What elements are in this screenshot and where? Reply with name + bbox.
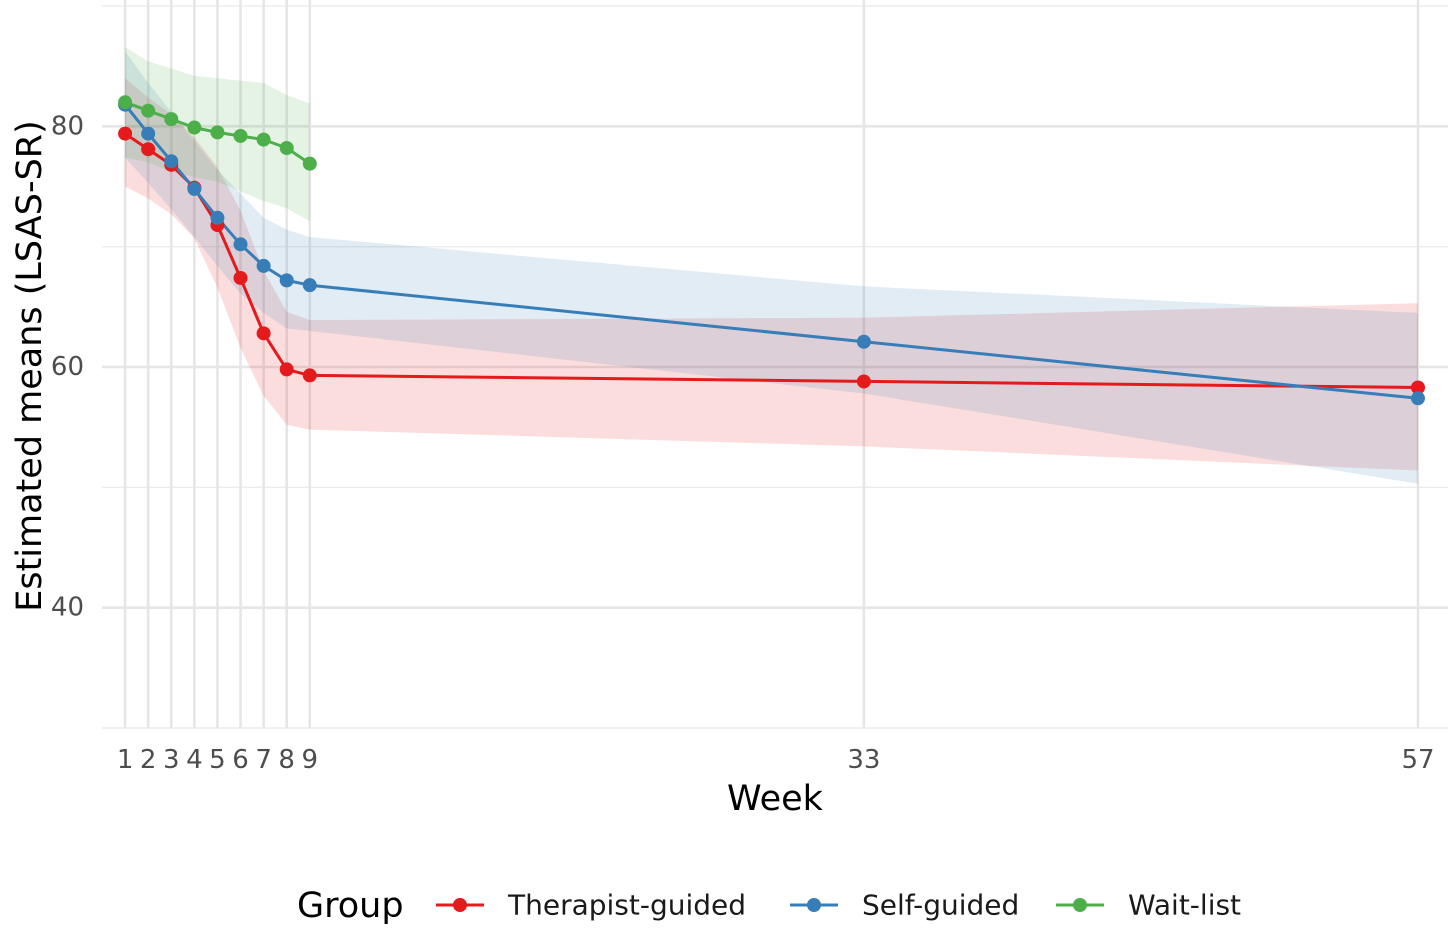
data-point [187, 120, 202, 135]
data-point [141, 126, 156, 141]
data-point [118, 95, 133, 110]
data-point [233, 270, 248, 285]
data-point [233, 128, 248, 143]
data-point [256, 132, 271, 147]
legend-key-point [1073, 898, 1087, 912]
data-point [302, 278, 317, 293]
x-tick-label: 5 [209, 745, 226, 775]
y-tick-label: 40 [51, 593, 84, 623]
x-tick-label: 33 [847, 745, 880, 775]
data-point [141, 103, 156, 118]
confidence-bands [125, 46, 1419, 484]
data-point [141, 142, 156, 157]
data-point [856, 374, 871, 389]
data-point [856, 334, 871, 349]
legend-label: Self-guided [862, 889, 1019, 922]
legend-label: Therapist-guided [507, 889, 746, 922]
x-axis-title: Week [727, 779, 824, 819]
y-tick-label: 60 [51, 352, 84, 382]
y-axis-title: Estimated means (LSAS-SR) [10, 120, 50, 612]
data-point [164, 154, 179, 169]
data-point [210, 210, 225, 225]
legend-key-point [453, 898, 467, 912]
data-point [302, 368, 317, 383]
confidence-band [125, 78, 1419, 471]
data-point [279, 273, 294, 288]
x-tick-label: 2 [140, 745, 157, 775]
data-point [164, 112, 179, 127]
legend-title: Group [297, 886, 404, 926]
data-point [118, 126, 133, 141]
x-tick-label: 4 [186, 745, 203, 775]
data-point [233, 237, 248, 252]
series-points [118, 95, 1425, 406]
data-point [279, 141, 294, 156]
data-point [210, 125, 225, 140]
x-tick-label: 8 [278, 745, 295, 775]
x-tick-label: 6 [232, 745, 249, 775]
y-tick-label: 80 [51, 111, 84, 141]
legend-key-point [807, 898, 821, 912]
x-tick-label: 57 [1401, 745, 1434, 775]
data-point [256, 326, 271, 341]
x-tick-label: 3 [163, 745, 180, 775]
x-tick-label: 1 [117, 745, 134, 775]
data-point [279, 362, 294, 377]
data-point [1410, 391, 1425, 406]
x-tick-labels: 1 2 3 4 5 6 7 8 9 33 57 [117, 745, 1435, 775]
data-point [187, 181, 202, 196]
legend-label: Wait-list [1128, 889, 1241, 922]
x-tick-label: 9 [302, 745, 319, 775]
legend: Group Therapist-guided Self-guided Wait-li… [297, 886, 1241, 926]
data-point [1410, 380, 1425, 395]
x-tick-label: 7 [255, 745, 272, 775]
y-tick-labels: 40 60 80 [51, 111, 84, 622]
data-point [256, 258, 271, 273]
confidence-band [125, 51, 1419, 484]
data-point [302, 156, 317, 171]
